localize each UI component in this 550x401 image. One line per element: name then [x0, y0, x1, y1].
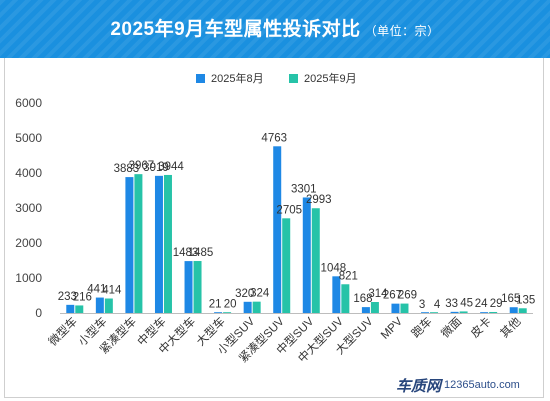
- bar-aug: [450, 311, 459, 313]
- bar-sep: [134, 174, 143, 313]
- data-label-aug: 320: [235, 288, 254, 300]
- bar-sep: [341, 284, 350, 313]
- bar-sep: [430, 312, 439, 313]
- data-label-sep: 1485: [188, 247, 214, 259]
- data-label-aug: 24: [475, 298, 488, 310]
- data-label-sep: 45: [460, 297, 473, 309]
- x-tick-label: 微面: [438, 314, 464, 340]
- bar-sep: [370, 302, 379, 313]
- bar-aug: [332, 276, 341, 313]
- y-tick-label: 5000: [15, 131, 42, 145]
- bar-sep: [223, 312, 232, 313]
- y-tick-label: 0: [35, 306, 42, 320]
- bar-aug: [184, 261, 193, 313]
- y-tick-label: 3000: [15, 201, 42, 215]
- data-label-aug: 3301: [291, 183, 317, 195]
- bar-aug: [95, 297, 104, 313]
- data-label-sep: 2705: [276, 204, 302, 216]
- y-tick-label: 1000: [15, 271, 42, 285]
- watermark: 车质网 12365auto.com: [396, 374, 550, 396]
- data-label-aug: 3919: [143, 162, 169, 174]
- legend-swatch-sep: [289, 73, 298, 83]
- data-label-sep: 216: [73, 291, 92, 303]
- bar-aug: [243, 301, 252, 313]
- legend-item-aug: 2025年8月: [196, 70, 264, 86]
- data-label-sep: 135: [516, 294, 535, 306]
- data-label-aug: 33: [445, 298, 458, 310]
- legend: 2025年8月 2025年9月: [0, 70, 550, 86]
- data-label-sep: 324: [250, 288, 270, 300]
- data-label-aug: 21: [209, 298, 222, 310]
- data-label-sep: 821: [339, 270, 358, 282]
- data-label-aug: 168: [353, 293, 372, 305]
- x-tick-label: 皮卡: [468, 315, 493, 340]
- bar-aug: [154, 175, 163, 313]
- bar-aug: [361, 307, 370, 313]
- bar-sep: [311, 208, 320, 313]
- bar-aug: [509, 307, 518, 313]
- data-label-aug: 441: [87, 284, 106, 296]
- bar-sep: [282, 218, 291, 313]
- bar-aug: [480, 312, 489, 313]
- bar-sep: [489, 311, 498, 313]
- y-tick-label: 2000: [15, 236, 42, 250]
- bar-sep: [163, 174, 172, 313]
- data-label-aug: 4763: [261, 132, 287, 144]
- chart-unit-label: （单位：宗）: [364, 24, 440, 38]
- data-label-sep: 20: [224, 298, 237, 310]
- data-label-sep: 3944: [158, 161, 184, 173]
- data-label-sep: 414: [102, 285, 122, 297]
- data-label-aug: 1048: [321, 262, 347, 274]
- bar-sep: [459, 311, 468, 313]
- legend-item-sep: 2025年9月: [289, 70, 357, 86]
- data-label-sep: 269: [398, 290, 417, 302]
- legend-label-sep: 2025年9月: [304, 73, 357, 85]
- bar-aug: [391, 303, 400, 313]
- data-label-sep: 29: [490, 298, 503, 310]
- data-label-sep: 2993: [306, 194, 332, 206]
- x-tick-label: 跑车: [408, 314, 434, 340]
- bar-aug: [421, 312, 430, 313]
- data-label-aug: 3: [419, 299, 425, 311]
- data-label-aug: 267: [383, 290, 402, 302]
- data-label-aug: 233: [58, 291, 77, 303]
- bar-aug: [125, 177, 134, 313]
- y-tick-label: 4000: [15, 166, 42, 180]
- chart-title: 2025年9月车型属性投诉对比 （单位：宗）: [0, 14, 550, 41]
- data-label-sep: 314: [368, 288, 388, 300]
- bar-sep: [193, 261, 202, 313]
- bar-sep: [75, 305, 84, 313]
- legend-label-aug: 2025年8月: [211, 73, 264, 85]
- y-tick-label: 6000: [15, 96, 42, 110]
- bar-aug: [273, 146, 282, 313]
- data-label-aug: 3883: [114, 163, 140, 175]
- data-label-sep: 4: [434, 299, 441, 311]
- bar-sep: [400, 303, 409, 313]
- bar-sep: [252, 301, 261, 313]
- watermark-logo: 车质网: [396, 377, 442, 395]
- bar-aug: [66, 304, 75, 313]
- title-banner: 2025年9月车型属性投诉对比 （单位：宗）: [0, 0, 550, 58]
- x-tick-label: MPV: [379, 315, 405, 341]
- chart-title-text: 2025年9月车型属性投诉对比: [110, 19, 361, 40]
- data-label-aug: 165: [501, 293, 520, 305]
- bar-sep: [104, 298, 113, 313]
- legend-swatch-aug: [196, 73, 205, 83]
- data-label-sep: 3967: [129, 160, 155, 172]
- bar-sep: [518, 308, 527, 313]
- bar-aug: [214, 312, 223, 313]
- watermark-site: 12365auto.com: [444, 379, 520, 391]
- data-label-aug: 1483: [173, 247, 199, 259]
- x-tick-label: 其他: [498, 315, 524, 341]
- bar-aug: [302, 197, 311, 313]
- x-tick-label: 微型车: [46, 314, 80, 348]
